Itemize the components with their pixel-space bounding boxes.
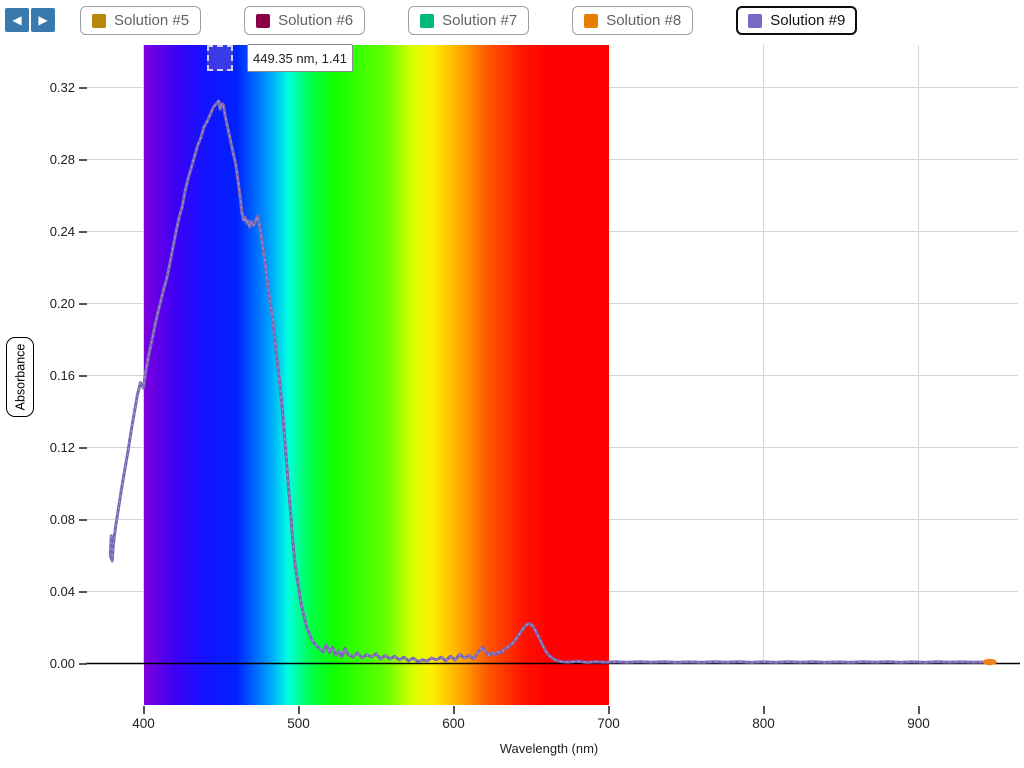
y-tick-mark (79, 446, 87, 449)
absorbance-chart: 449.35 nm, 1.41 0.00 0.04 0.08 0.12 0.16 0.20… (0, 40, 1024, 768)
y-tick-label: 0.04 (49, 583, 75, 599)
run-tabs: Solution #5 Solution #6 Solution #7 Solutio… (80, 6, 858, 35)
y-tick-label: 0.12 (49, 439, 75, 455)
x-tick-mark (762, 706, 765, 714)
previous-run-button[interactable]: ◀ (5, 8, 29, 32)
x-tick-mark (297, 706, 300, 714)
y-tick-mark (79, 86, 87, 89)
y-tick-mark (79, 374, 87, 377)
x-axis-label: Wavelength (nm) (499, 741, 599, 756)
series-color-swatch (256, 13, 271, 28)
curve-point-texture (109, 99, 986, 664)
tab-label: Solution #8 (606, 12, 682, 29)
y-tick-mark (79, 230, 87, 233)
arrow-left-icon: ◀ (12, 13, 22, 27)
v-gridline (763, 45, 764, 664)
series-color-swatch (584, 13, 599, 28)
next-run-button[interactable]: ▶ (31, 8, 55, 32)
tab-solution-5[interactable]: Solution #5 (80, 6, 202, 35)
examine-cursor-marker[interactable] (206, 45, 233, 71)
y-tick-mark (79, 662, 87, 665)
y-tick-label: 0.32 (49, 79, 75, 95)
y-tick-label: 0.28 (49, 151, 75, 167)
v-gridline (918, 45, 919, 664)
series-color-swatch (92, 13, 106, 28)
y-tick-mark (79, 518, 87, 521)
x-tick-label: 800 (752, 716, 775, 731)
y-tick-mark (79, 158, 87, 161)
y-tick-mark (79, 590, 87, 593)
series-color-swatch (748, 13, 763, 28)
tab-label: Solution #6 (278, 12, 354, 29)
tab-label: Solution #7 (442, 12, 518, 29)
x-tick-label: 400 (132, 716, 155, 731)
visible-spectrum-background (143, 45, 609, 705)
tab-label: Solution #9 (770, 12, 846, 29)
tab-label: Solution #5 (114, 12, 190, 29)
v-gridline (608, 45, 609, 664)
x-tick-mark (607, 706, 610, 714)
y-tick-label: 0.20 (49, 295, 75, 311)
x-tick-label: 500 (287, 716, 310, 731)
tab-solution-8[interactable]: Solution #8 (572, 6, 694, 35)
examine-tooltip: 449.35 nm, 1.41 (247, 44, 353, 72)
tab-solution-7[interactable]: Solution #7 (408, 6, 530, 35)
y-axis-label: Absorbance (13, 343, 27, 411)
y-tick-mark (79, 302, 87, 305)
y-tick-label: 0.00 (49, 655, 75, 671)
arrow-right-icon: ▶ (38, 13, 48, 27)
tab-solution-9[interactable]: Solution #9 (736, 6, 858, 35)
toolbar: ◀ ▶ Solution #5 Solution #6 Solution #7 Sol… (0, 0, 1024, 40)
tab-solution-6[interactable]: Solution #6 (244, 6, 366, 35)
x-tick-mark (452, 706, 455, 714)
x-tick-label: 900 (907, 716, 930, 731)
series-end-point-orange (982, 658, 997, 666)
y-tick-label: 0.16 (49, 367, 75, 383)
x-tick-label: 600 (442, 716, 465, 731)
examine-tooltip-text: 449.35 nm, 1.41 (253, 50, 347, 66)
x-tick-mark (917, 706, 920, 714)
y-tick-label: 0.24 (49, 223, 75, 239)
y-axis-label-button[interactable]: Absorbance (6, 337, 34, 417)
plot-canvas (85, 99, 1020, 666)
absorbance-curve-solution-9[interactable] (108, 99, 988, 664)
x-tick-label: 700 (597, 716, 620, 731)
x-tick-mark (142, 706, 145, 714)
y-tick-label: 0.08 (49, 511, 75, 527)
series-color-swatch (420, 13, 435, 28)
